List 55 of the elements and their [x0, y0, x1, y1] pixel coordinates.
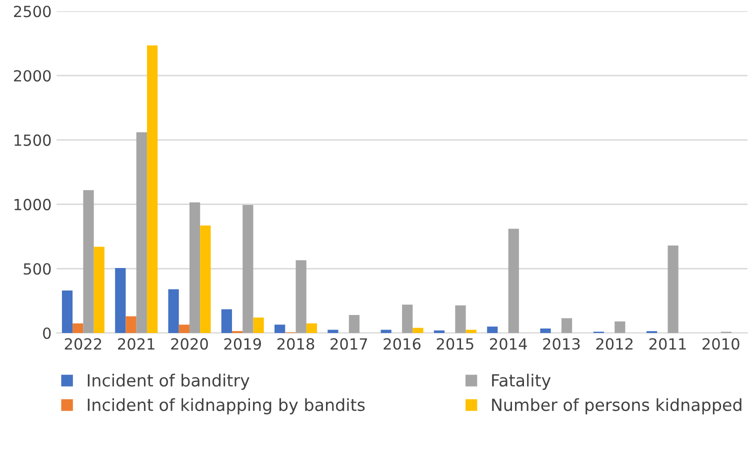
y-tick-label: 1000 — [14, 198, 51, 210]
bar — [253, 318, 264, 333]
x-tick-label: 2015 — [436, 338, 474, 350]
y-tick-label: 2500 — [14, 6, 51, 18]
bar — [115, 268, 126, 333]
bar — [455, 305, 466, 333]
x-tick-label: 2016 — [384, 338, 421, 350]
bar — [136, 132, 147, 333]
x-tick-label: 2012 — [596, 338, 633, 350]
x-tick-label: 2011 — [649, 338, 686, 350]
bar — [540, 328, 551, 333]
x-tick-label: 2013 — [543, 338, 580, 350]
bar — [189, 202, 200, 333]
bar — [508, 228, 519, 333]
bar — [561, 318, 572, 333]
x-tick-label: 2019 — [224, 338, 261, 350]
x-tick-label: 2018 — [277, 338, 314, 350]
bar — [178, 324, 190, 333]
bar — [434, 330, 445, 333]
y-tick-label: 500 — [24, 263, 51, 275]
legend-label: Fatality — [492, 374, 551, 390]
bar — [146, 45, 158, 333]
bar — [200, 226, 211, 333]
legend-label: Number of persons kidnapped — [492, 398, 742, 414]
bar — [402, 304, 413, 333]
bar — [412, 328, 424, 333]
y-tick-label: 1500 — [14, 134, 51, 146]
bar — [466, 330, 476, 333]
bar — [348, 314, 360, 333]
bar — [296, 260, 306, 333]
bar — [62, 290, 73, 333]
legend-label: Incident of kidnapping by bandits — [88, 398, 365, 414]
x-tick-label: 2014 — [490, 338, 527, 350]
bar — [306, 323, 318, 333]
bar — [328, 330, 338, 333]
bar — [274, 324, 286, 333]
bar — [168, 289, 179, 333]
bar — [614, 321, 626, 333]
x-tick-label: 2017 — [330, 338, 368, 350]
y-tick-label: 2000 — [14, 70, 51, 82]
x-tick-label: 2020 — [171, 338, 208, 350]
bar — [126, 316, 136, 333]
bar — [83, 190, 94, 333]
legend-label: Incident of banditry — [88, 374, 250, 390]
x-tick-label: 2010 — [702, 338, 740, 350]
bar — [242, 204, 254, 333]
y-tick-label: 0 — [43, 327, 51, 340]
bar — [668, 245, 678, 333]
x-tick-label: 2022 — [64, 338, 102, 350]
x-tick-label: 2021 — [118, 338, 154, 350]
bar — [221, 309, 232, 333]
bar — [380, 330, 392, 333]
bar — [94, 246, 104, 333]
bar — [72, 323, 84, 333]
bar — [487, 326, 498, 333]
